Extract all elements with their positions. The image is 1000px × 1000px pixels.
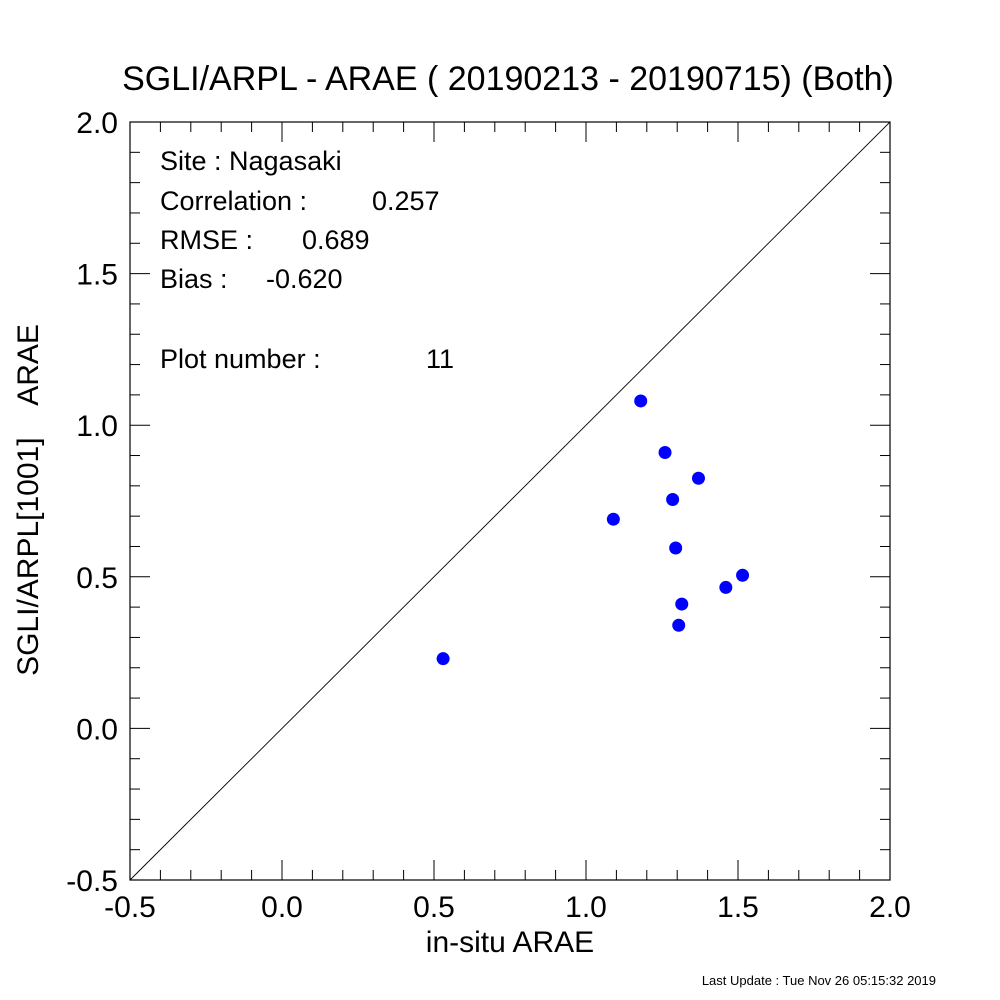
last-update-text: Last Update : Tue Nov 26 05:15:32 2019 (702, 973, 936, 988)
rmse-label: RMSE : (160, 225, 253, 255)
data-point (666, 492, 680, 506)
chart-title: SGLI/ARPL - ARAE ( 20190213 - 20190715) … (122, 60, 894, 98)
data-point (634, 394, 648, 408)
x-tick-label: 0.5 (413, 891, 455, 924)
data-point (691, 471, 705, 485)
one-to-one-line (129, 121, 891, 881)
data-point (736, 568, 750, 582)
correlation-label: Correlation : (160, 186, 307, 216)
data-point (606, 512, 620, 526)
plot-frame (129, 121, 891, 881)
data-points (436, 394, 750, 666)
axis-ticks (129, 121, 891, 881)
stats-panel: Site : Nagasaki Correlation : 0.257 RMSE… (160, 146, 454, 374)
bias-label: Bias : (160, 264, 228, 294)
data-point (436, 652, 450, 666)
x-axis-label: in-situ ARAE (426, 926, 594, 959)
data-point (675, 597, 689, 611)
x-tick-label: -0.5 (104, 891, 156, 924)
x-tick-labels: -0.5 0.0 0.5 1.0 1.5 2.0 (104, 891, 911, 924)
data-point (658, 445, 672, 459)
x-tick-label: 0.0 (261, 891, 303, 924)
plot-number-label: Plot number : (160, 344, 321, 374)
x-tick-label: 1.5 (717, 891, 759, 924)
y-tick-label: 2.0 (76, 107, 118, 140)
plot-number-value: 11 (426, 344, 454, 374)
data-point (719, 580, 733, 594)
x-tick-label: 1.0 (565, 891, 607, 924)
correlation-value: 0.257 (372, 186, 440, 216)
x-tick-label: 2.0 (869, 891, 911, 924)
y-tick-label: 1.5 (76, 259, 118, 292)
rmse-value: 0.689 (302, 225, 370, 255)
y-tick-labels: -0.5 0.0 0.5 1.0 1.5 2.0 (66, 107, 118, 898)
bias-value: -0.620 (266, 264, 343, 294)
y-axis-label: SGLI/ARPL[1001] ARAE (12, 324, 45, 676)
data-point (672, 618, 686, 632)
data-point (669, 541, 683, 555)
y-tick-label: 0.0 (76, 713, 118, 746)
y-tick-label: 0.5 (76, 562, 118, 595)
y-tick-label: 1.0 (76, 410, 118, 443)
site-text: Site : Nagasaki (160, 146, 342, 176)
y-tick-label: -0.5 (66, 865, 118, 898)
